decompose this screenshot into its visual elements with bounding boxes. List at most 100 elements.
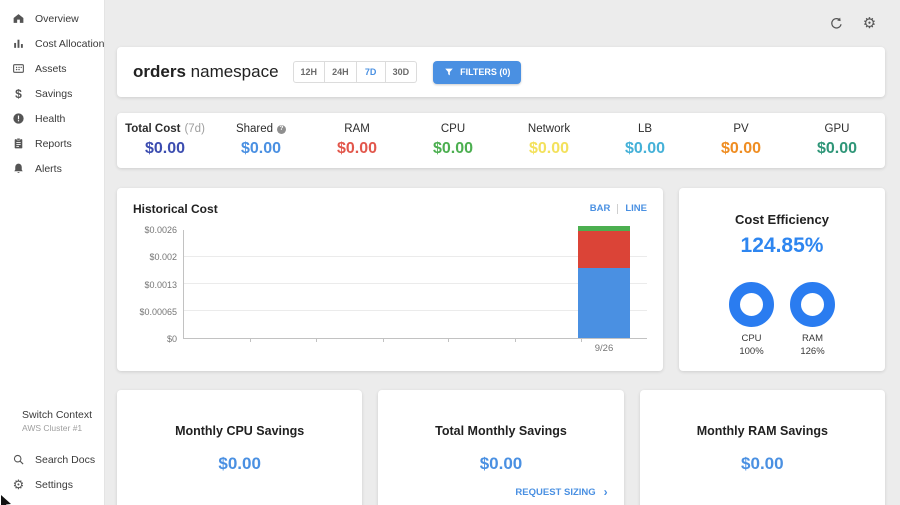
filters-button[interactable]: FILTERS (0) (433, 60, 522, 84)
metric-value: $0.00 (816, 140, 858, 157)
metric-label: RAM (344, 123, 370, 135)
switch-context-label: Switch Context (22, 409, 93, 421)
sidebar-item-label: Savings (35, 87, 73, 100)
namespace-name: orders (133, 62, 186, 81)
sidebar-item-label: Reports (35, 137, 72, 150)
total-monthly-savings-card: Total Monthly Savings $0.00 REQUEST SIZI… (378, 390, 624, 505)
request-sizing-link[interactable]: REQUEST SIZING › (515, 486, 607, 498)
page-title: orders namespace (133, 62, 279, 82)
sidebar-item-reports[interactable]: Reports (0, 131, 104, 156)
historical-cost-chart: $0.0026 $0.002 $0.0013 $0.00065 $0 (133, 225, 647, 354)
gridline (184, 256, 647, 257)
settings-gear-icon[interactable]: ⚙ (862, 15, 877, 32)
chart-row: Historical Cost BAR LINE $0.0026 $0.002 … (117, 188, 885, 371)
y-tick-label: $0 (166, 334, 177, 344)
y-tick-label: $0.0026 (144, 225, 177, 235)
cluster-context-value: AWS Cluster #1 (22, 423, 83, 433)
cpu-donut-block: CPU 100% (729, 282, 774, 359)
bar-chart-icon (12, 37, 25, 50)
chart-title: Historical Cost (133, 202, 218, 216)
time-range-30d[interactable]: 30D (385, 61, 418, 83)
metric-value: $0.00 (336, 140, 378, 157)
metric-label: Shared (235, 123, 274, 135)
sidebar: Overview Cost Allocation Assets $ Saving… (0, 0, 105, 505)
info-icon[interactable]: ? (277, 124, 287, 134)
time-range-12h[interactable]: 12H (292, 61, 326, 83)
x-tick-label: 9/26 (594, 343, 614, 354)
savings-card-title: Monthly CPU Savings (175, 424, 305, 438)
namespace-type-label: namespace (190, 62, 279, 81)
y-tick-label: $0.00065 (139, 306, 177, 317)
ram-donut-block: RAM 126% (790, 282, 835, 359)
metric-label: LB (637, 123, 653, 135)
savings-card-value: $0.00 (218, 454, 261, 473)
metric-gpu: GPU $0.00 (789, 123, 885, 158)
metric-label: PV (733, 123, 749, 135)
savings-card-value: $0.00 (741, 454, 784, 473)
savings-card-title: Monthly RAM Savings (696, 424, 828, 438)
metric-ram: RAM $0.00 (309, 123, 405, 158)
sidebar-item-label: Search Docs (35, 453, 96, 466)
toggle-line[interactable]: LINE (625, 203, 647, 214)
metric-value: $0.00 (528, 140, 570, 157)
stacked-bar[interactable] (578, 226, 630, 338)
monthly-ram-savings-card: Monthly RAM Savings $0.00 (639, 390, 885, 505)
efficiency-title: Cost Efficiency (735, 212, 829, 227)
efficiency-value: 124.85% (740, 234, 824, 257)
request-sizing-label: REQUEST SIZING (515, 486, 596, 498)
sidebar-item-label: Alerts (35, 162, 62, 175)
sidebar-item-settings[interactable]: ⚙ Settings (0, 472, 104, 497)
metric-label: Total Cost (125, 123, 181, 135)
metric-value: $0.00 (720, 140, 762, 157)
x-tick (448, 338, 450, 342)
main-content: ⚙ orders namespace 12H 24H 7D 30D FILTER… (105, 0, 900, 505)
metric-pv: PV $0.00 (693, 123, 789, 158)
sidebar-item-search-docs[interactable]: Search Docs (0, 447, 104, 472)
sidebar-item-label: Settings (35, 478, 73, 491)
metric-value: $0.00 (240, 140, 282, 157)
metric-value: $0.00 (624, 140, 666, 157)
metric-label: Network (527, 123, 571, 135)
metric-label: GPU (824, 123, 850, 135)
gridline (184, 310, 647, 311)
sidebar-item-savings[interactable]: $ Savings (0, 81, 104, 106)
sidebar-item-overview[interactable]: Overview (0, 6, 104, 31)
metric-window: (7d) (184, 123, 205, 135)
bar-segment-red (578, 231, 630, 268)
time-range-24h[interactable]: 24H (325, 61, 357, 83)
switch-context-item[interactable]: Switch Context AWS Cluster #1 (0, 409, 104, 443)
time-range-7d[interactable]: 7D (356, 61, 386, 83)
savings-card-value: $0.00 (479, 454, 523, 473)
historical-cost-card: Historical Cost BAR LINE $0.0026 $0.002 … (117, 188, 663, 371)
metric-label: CPU (440, 123, 466, 135)
cost-efficiency-card: Cost Efficiency 124.85% CPU 100% RAM 126… (679, 188, 885, 371)
plot-area: 9/26 (183, 226, 647, 354)
filter-funnel-icon (445, 68, 453, 76)
metric-value: $0.00 (144, 140, 186, 157)
metric-total-cost: Total Cost (7d) $0.00 (117, 123, 213, 158)
x-tick (316, 338, 318, 342)
x-tick (580, 338, 582, 342)
home-icon (12, 12, 25, 25)
sidebar-item-cost-allocation[interactable]: Cost Allocation (0, 31, 104, 56)
topbar: ⚙ (117, 0, 885, 47)
ram-donut-label: RAM 126% (800, 333, 825, 357)
efficiency-donuts: CPU 100% RAM 126% (679, 282, 885, 359)
monthly-cpu-savings-card: Monthly CPU Savings $0.00 (117, 390, 363, 505)
filters-button-label: FILTERS (0) (460, 67, 511, 77)
sidebar-item-alerts[interactable]: Alerts (0, 156, 104, 181)
cpu-donut-chart (729, 282, 774, 327)
y-tick-label: $0.0013 (144, 279, 177, 290)
metric-lb: LB $0.00 (597, 123, 693, 158)
bar-segment-blue (578, 268, 630, 338)
refresh-icon[interactable] (829, 16, 844, 31)
time-range-group: 12H 24H 7D 30D (292, 61, 418, 83)
sidebar-item-assets[interactable]: Assets (0, 56, 104, 81)
x-tick (514, 338, 516, 342)
dollar-icon: $ (15, 86, 22, 101)
sidebar-item-label: Assets (35, 62, 67, 75)
sidebar-item-label: Health (35, 112, 66, 125)
sidebar-item-health[interactable]: Health (0, 106, 104, 131)
y-tick-label: $0.002 (149, 252, 177, 263)
toggle-bar[interactable]: BAR (589, 203, 611, 214)
